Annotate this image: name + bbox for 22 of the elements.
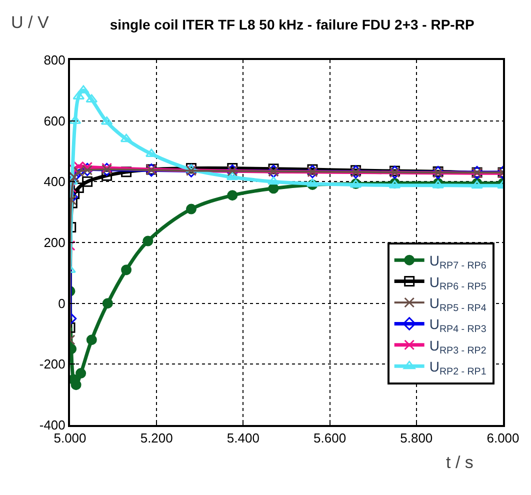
x-axis-title: t / s — [446, 453, 474, 472]
legend-label: U$_{RP2 - RP1}$ — [429, 358, 486, 378]
x-tick-label: 5.600 — [314, 430, 346, 446]
legend-label: U$_{RP4 - RP3}$ — [429, 316, 487, 336]
x-tick-label: 5.000 — [54, 430, 86, 446]
y-tick-label: 200 — [44, 235, 66, 250]
chart-title: single coil ITER TF L8 50 kHz - failure FDU 2+3 - RP-RP — [110, 16, 474, 33]
legend-label: U$_{RP7 - RP6}$ — [429, 252, 487, 272]
y-tick-label: -200 — [39, 356, 66, 372]
y-tick-label: -400 — [39, 418, 66, 433]
x-tick-label: 5.800 — [400, 430, 433, 446]
y-axis-title: U / V — [11, 13, 50, 32]
y-tick-label: 800 — [44, 52, 66, 68]
y-tick-label: 400 — [44, 174, 66, 190]
x-tick-label: 5.200 — [140, 430, 173, 446]
y-tick-label: 0 — [58, 296, 66, 311]
y-tick-label: 600 — [44, 113, 66, 128]
legend-label: U$_{RP5 - RP4}$ — [429, 294, 487, 314]
x-tick-label: 6.000 — [486, 430, 520, 446]
legend-label: U$_{RP6 - RP5}$ — [429, 274, 487, 293]
legend-label: U$_{RP3 - RP2}$ — [429, 337, 486, 356]
x-tick-label: 5.400 — [226, 430, 260, 446]
